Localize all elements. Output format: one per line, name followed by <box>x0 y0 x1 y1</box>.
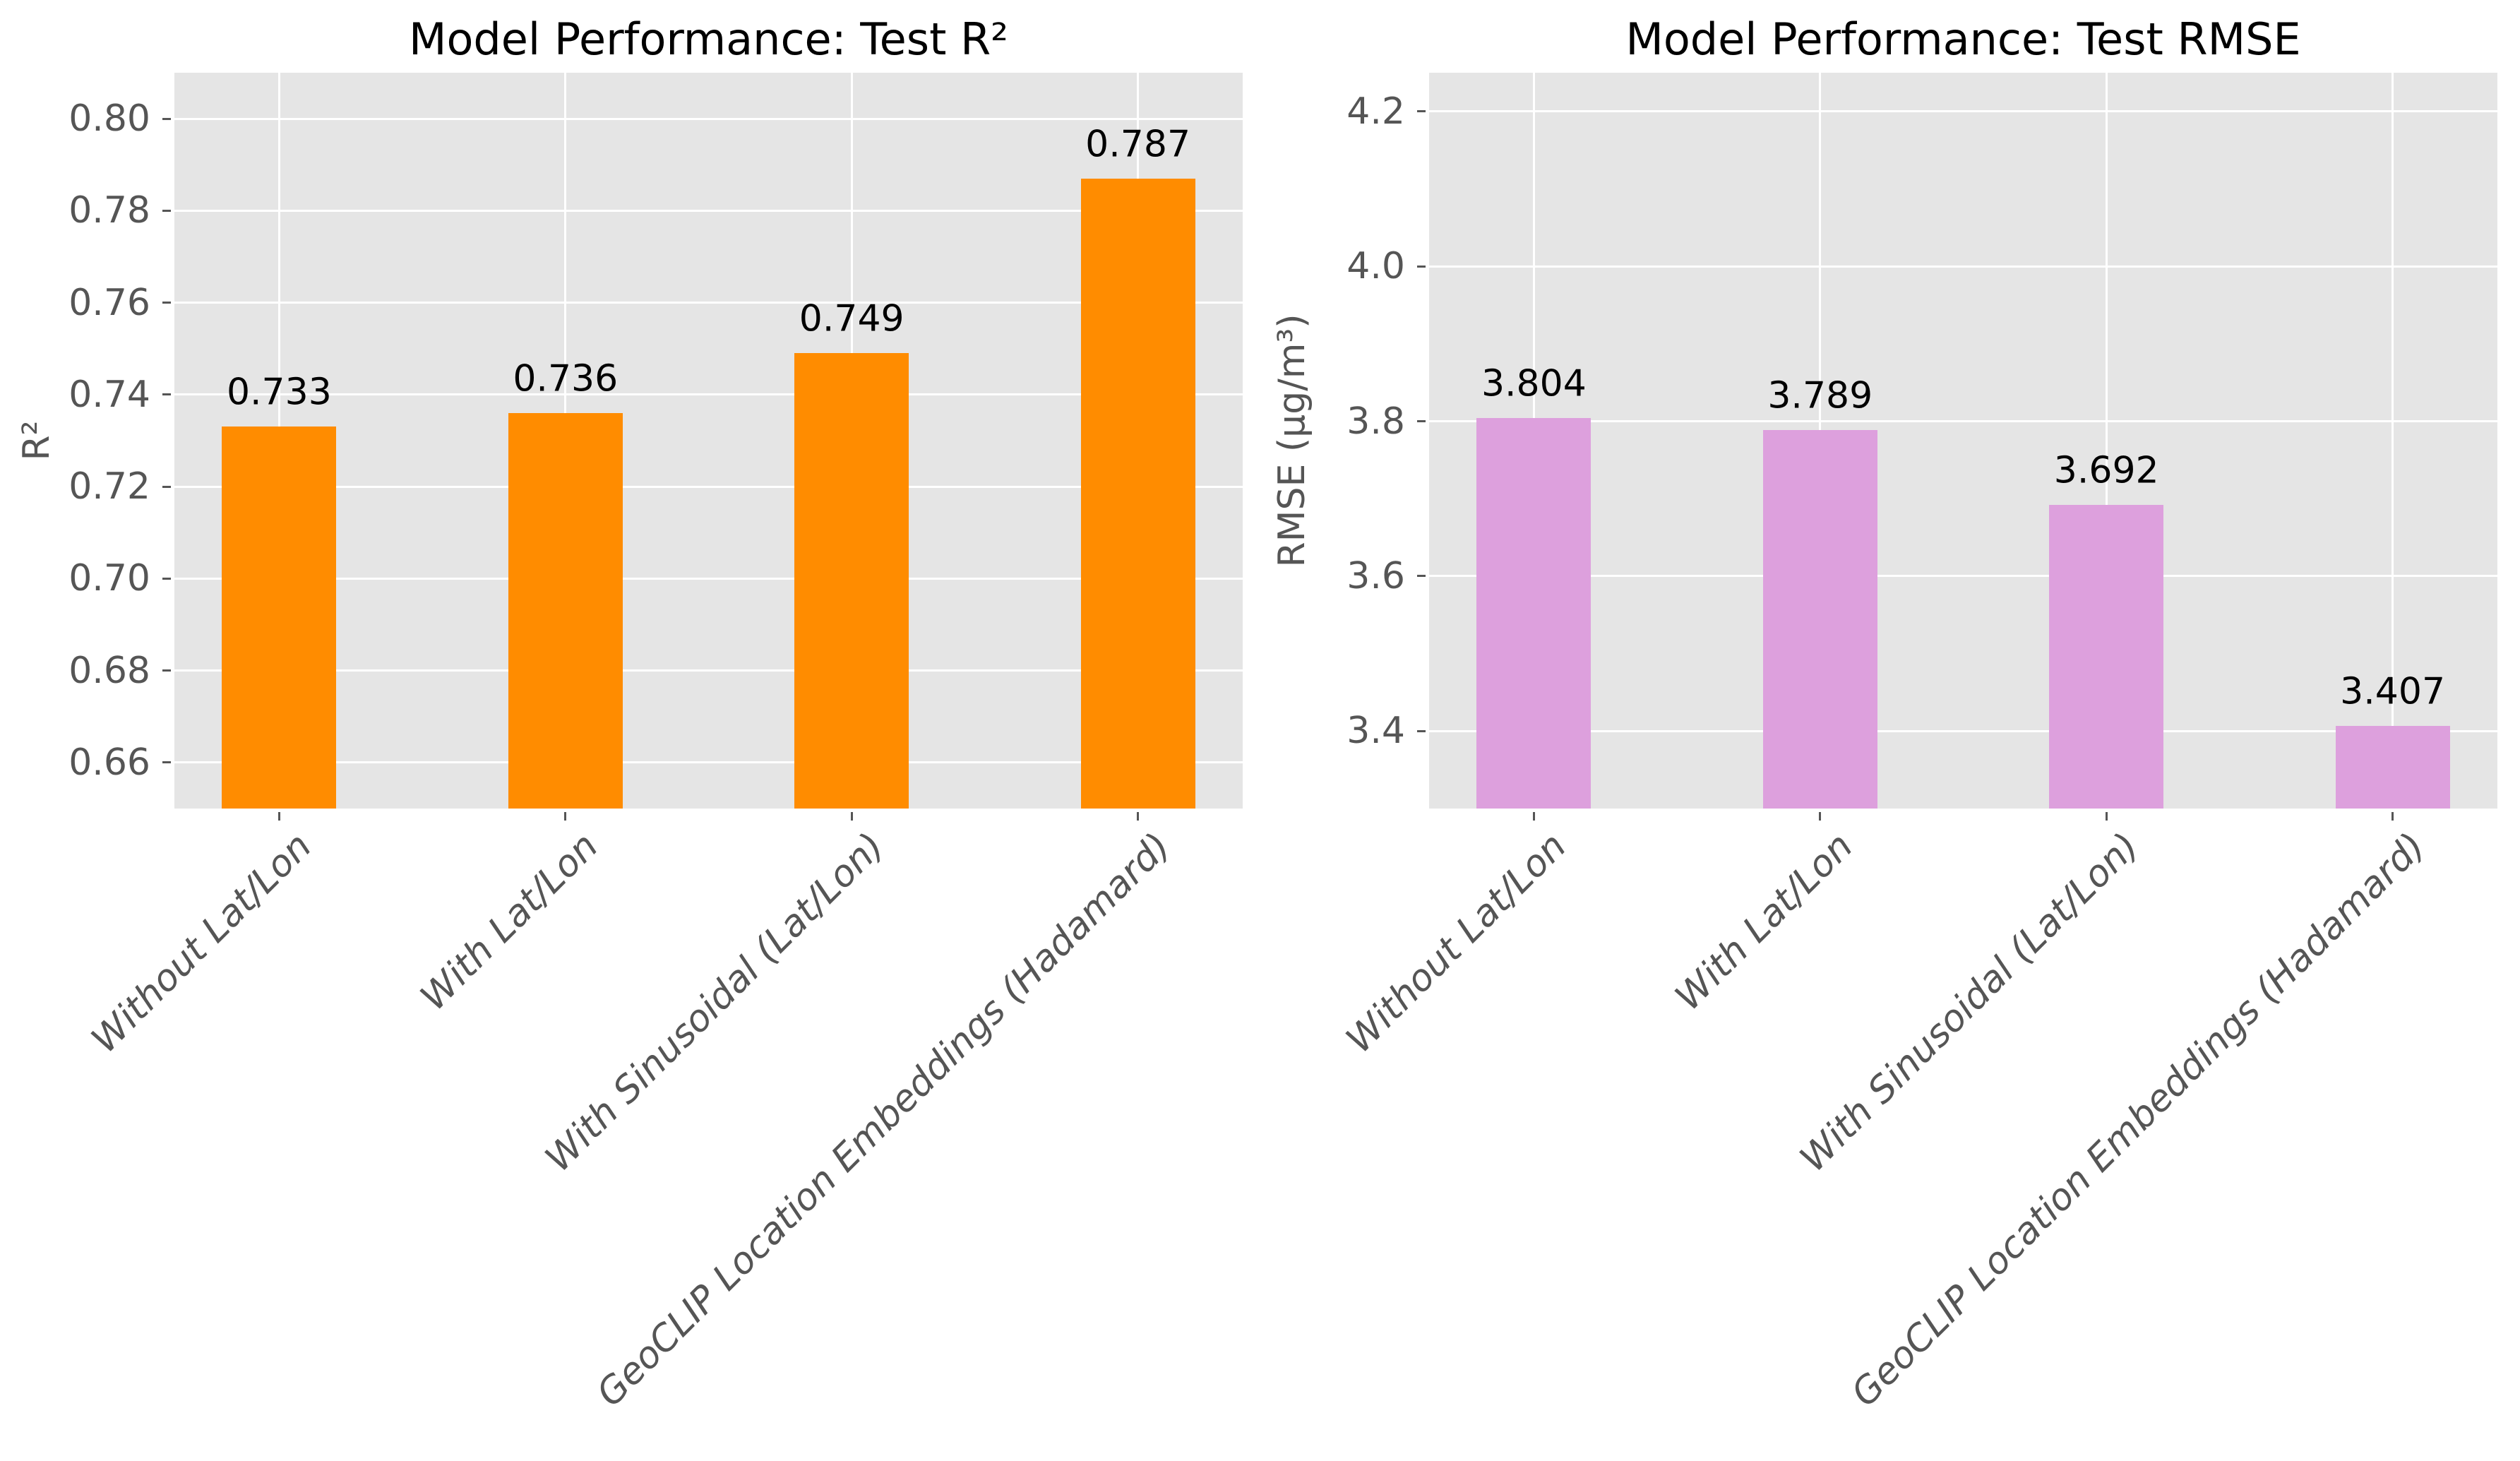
y-tick-label: 0.78 <box>68 189 150 232</box>
bar <box>794 353 909 809</box>
y-tick-label: 3.4 <box>1346 710 1405 753</box>
plot-area: 0.80 0.78 0.76 0.74 0.72 0.70 0.68 0.66 Without … <box>68 73 1243 1415</box>
y-axis-label: RMSE (µg/m³) <box>1271 314 1313 568</box>
bar <box>1080 178 1195 809</box>
y-tick-mark <box>1417 729 1426 732</box>
gridline-horizontal <box>174 577 1243 580</box>
plot-area: 4.2 4.0 3.8 3.6 3.4 Without Lat/Lon 3.804 With … <box>1338 73 2497 1415</box>
bar-value-label: 3.692 <box>2053 449 2159 492</box>
x-tick-label: GeoCLIP Location Embeddings (Hadamard) <box>588 825 1179 1415</box>
y-tick-mark <box>162 117 171 120</box>
bar-value-label: 3.789 <box>1767 374 1873 417</box>
y-tick-mark <box>162 761 171 764</box>
gridline-horizontal <box>174 209 1243 212</box>
bar-value-label: 0.787 <box>1085 123 1191 166</box>
bar-value-label: 3.407 <box>2340 670 2446 713</box>
y-axis-label: R² <box>16 420 58 461</box>
bar-value-label: 0.733 <box>226 371 332 414</box>
x-tick-mark <box>1532 812 1535 821</box>
y-tick-label: 4.0 <box>1346 245 1405 288</box>
gridline-vertical <box>564 73 567 809</box>
y-tick-label: 0.70 <box>68 557 150 600</box>
y-tick-label: 0.76 <box>68 281 150 324</box>
gridline-horizontal <box>1429 575 2497 578</box>
gridline-vertical <box>277 73 280 809</box>
gridline-horizontal <box>174 117 1243 120</box>
y-tick-mark <box>162 577 171 580</box>
bar <box>1476 418 1592 809</box>
bar-value-label: 0.736 <box>513 357 619 400</box>
x-tick-mark <box>277 812 280 821</box>
x-tick-label: With Lat/Lon <box>1666 825 1861 1019</box>
y-tick-label: 0.74 <box>68 373 150 416</box>
gridline-horizontal <box>1429 729 2497 732</box>
x-tick-mark <box>564 812 567 821</box>
y-tick-label: 0.68 <box>68 649 150 692</box>
gridline-horizontal <box>174 302 1243 304</box>
bar <box>2049 505 2164 809</box>
x-tick-label: Without Lat/Lon <box>1338 825 1575 1061</box>
y-tick-mark <box>162 302 171 304</box>
y-tick-mark <box>162 669 171 672</box>
x-tick-mark <box>850 812 853 821</box>
gridline-horizontal <box>174 393 1243 396</box>
gridline-vertical <box>2391 73 2394 809</box>
gridline-horizontal <box>174 485 1243 488</box>
bar-value-label: 0.749 <box>799 297 904 340</box>
gridline-horizontal <box>174 669 1243 672</box>
gridline-horizontal <box>1429 265 2497 268</box>
bar <box>1762 429 1877 809</box>
x-tick-label: With Lat/Lon <box>412 825 607 1019</box>
y-tick-mark <box>162 209 171 212</box>
y-tick-mark <box>1417 110 1426 113</box>
y-tick-label: 3.8 <box>1346 400 1405 443</box>
x-tick-mark <box>2105 812 2108 821</box>
bar-value-label: 3.804 <box>1481 362 1587 405</box>
chart-title: Model Performance: Test RMSE <box>1625 13 2301 65</box>
x-tick-mark <box>1819 812 1822 821</box>
y-tick-mark <box>1417 575 1426 578</box>
y-tick-label: 0.66 <box>68 741 150 784</box>
chart-title: Model Performance: Test R² <box>408 13 1009 65</box>
gridline-vertical <box>1819 73 1822 809</box>
y-tick-mark <box>162 485 171 488</box>
bar <box>222 427 337 809</box>
bar <box>508 412 623 809</box>
x-tick-label: With Sinusoidal (Lat/Lon) <box>537 825 892 1181</box>
y-tick-label: 4.2 <box>1346 90 1405 133</box>
y-tick-mark <box>162 393 171 396</box>
y-tick-label: 0.80 <box>68 97 150 141</box>
y-tick-mark <box>1417 420 1426 423</box>
x-tick-label: Without Lat/Lon <box>83 825 320 1061</box>
x-tick-label: With Sinusoidal (Lat/Lon) <box>1791 825 2147 1181</box>
gridline-vertical <box>850 73 853 809</box>
gridline-horizontal <box>1429 110 2497 113</box>
gridline-horizontal <box>174 761 1243 764</box>
y-tick-label: 0.72 <box>68 465 150 508</box>
y-tick-label: 3.6 <box>1346 554 1405 597</box>
x-tick-label: GeoCLIP Location Embeddings (Hadamard) <box>1843 825 2434 1415</box>
gridline-horizontal <box>1429 420 2497 423</box>
bar <box>2335 725 2450 809</box>
x-tick-mark <box>2391 812 2394 821</box>
gridline-vertical <box>1137 73 1140 809</box>
y-tick-mark <box>1417 265 1426 268</box>
x-tick-mark <box>1137 812 1140 821</box>
gridline-vertical <box>1532 73 1535 809</box>
gridline-vertical <box>2105 73 2108 809</box>
